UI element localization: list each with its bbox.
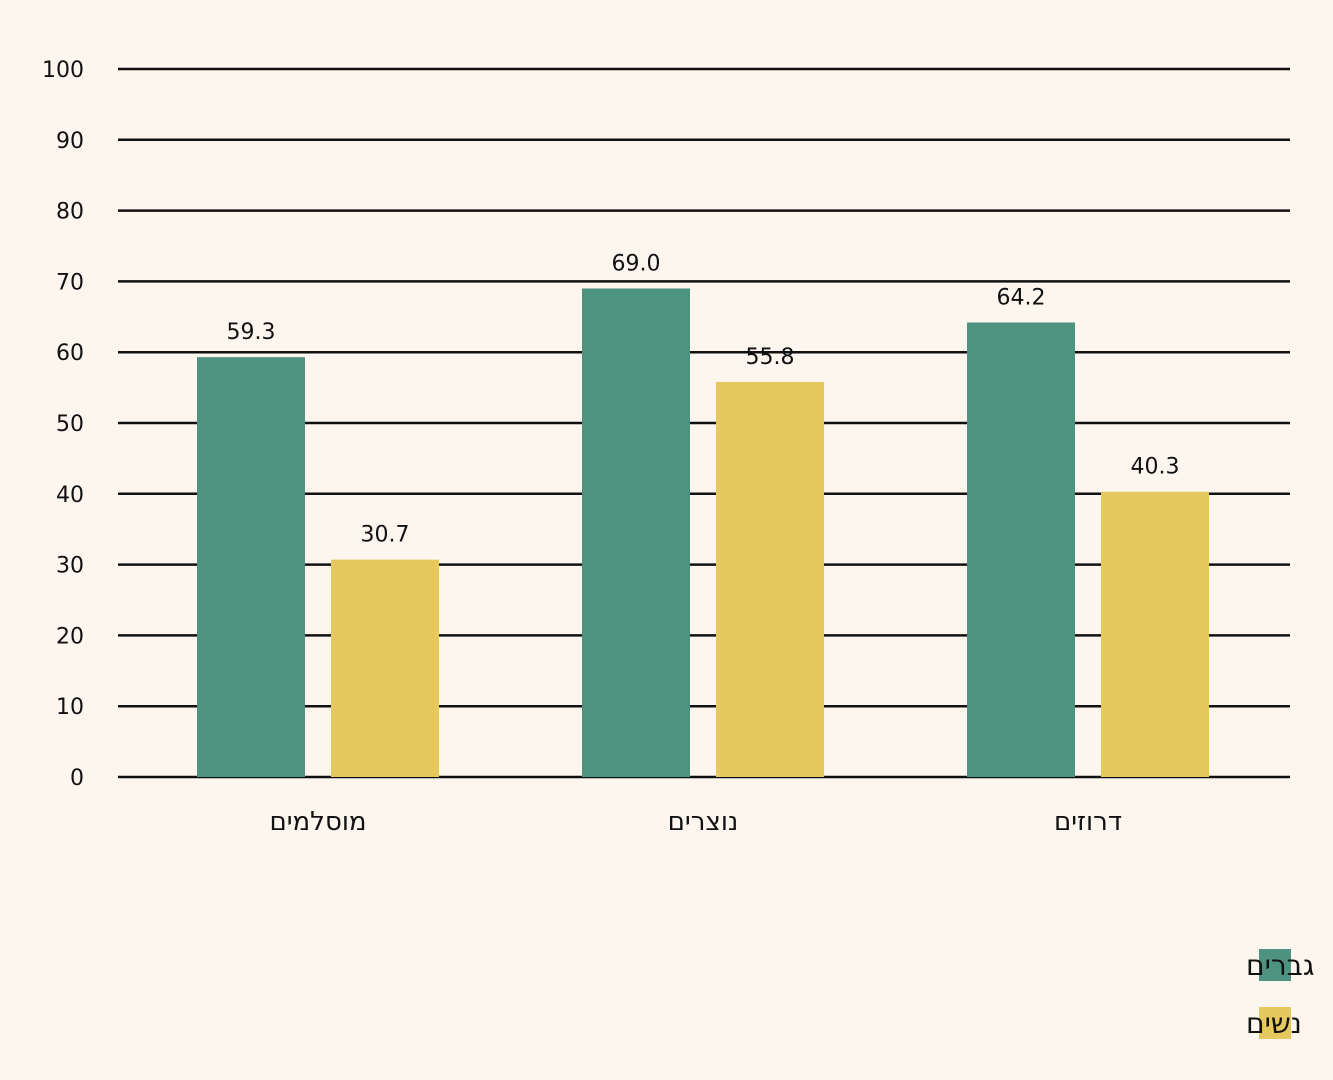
x-category-label: דרוזים (1054, 807, 1122, 837)
y-tick-label: 90 (56, 129, 84, 154)
bar (582, 288, 690, 777)
bar (197, 357, 305, 777)
data-label: 40.3 (1131, 455, 1180, 480)
data-label: 69.0 (612, 251, 661, 276)
legend: גברים נשים (1246, 949, 1314, 1040)
bars (197, 288, 1209, 777)
bar (331, 559, 439, 777)
data-label: 59.3 (227, 320, 276, 345)
y-tick-label: 60 (56, 341, 84, 366)
x-axis-categories: מוסלמים נוצרים דרוזים (269, 807, 1122, 837)
data-labels: 59.3 30.7 69.0 55.8 64.2 40.3 (227, 251, 1180, 547)
data-label: 55.8 (746, 345, 795, 370)
x-category-label: מוסלמים (269, 807, 366, 837)
bar (716, 381, 824, 777)
grid-lines (118, 67, 1290, 779)
data-label: 30.7 (361, 523, 410, 548)
legend-swatch (1259, 949, 1291, 981)
y-axis-ticks: 0 10 20 30 40 50 60 70 80 90 100 (42, 58, 84, 791)
x-category-label: נוצרים (668, 807, 739, 837)
y-tick-label: 50 (56, 412, 84, 437)
y-tick-label: 100 (42, 58, 84, 83)
y-tick-label: 80 (56, 200, 84, 225)
y-tick-label: 0 (70, 766, 84, 791)
y-tick-label: 70 (56, 270, 84, 295)
bar (1101, 491, 1209, 777)
bar (967, 322, 1075, 777)
legend-label: נשים (1246, 1007, 1302, 1040)
data-label: 64.2 (997, 285, 1046, 310)
y-tick-label: 40 (56, 483, 84, 508)
legend-label: גברים (1246, 949, 1314, 982)
legend-swatch (1259, 1007, 1291, 1039)
y-tick-label: 30 (56, 554, 84, 579)
y-tick-label: 20 (56, 624, 84, 649)
y-tick-label: 10 (56, 695, 84, 720)
